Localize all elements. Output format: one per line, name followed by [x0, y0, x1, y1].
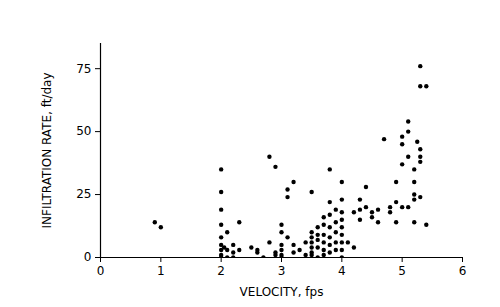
svg-text:6: 6	[459, 264, 467, 278]
svg-text:INFILTRATION RATE, ft/day: INFILTRATION RATE, ft/day	[40, 72, 54, 228]
svg-text:50: 50	[76, 124, 91, 138]
svg-text:4: 4	[338, 264, 346, 278]
svg-text:VELOCITY, fps: VELOCITY, fps	[240, 285, 324, 299]
svg-text:0: 0	[84, 250, 92, 264]
svg-text:25: 25	[76, 187, 91, 201]
svg-text:5: 5	[398, 264, 406, 278]
svg-text:0: 0	[97, 264, 105, 278]
svg-text:2: 2	[217, 264, 225, 278]
svg-text:3: 3	[278, 264, 286, 278]
svg-text:1: 1	[157, 264, 165, 278]
svg-text:75: 75	[76, 62, 91, 76]
